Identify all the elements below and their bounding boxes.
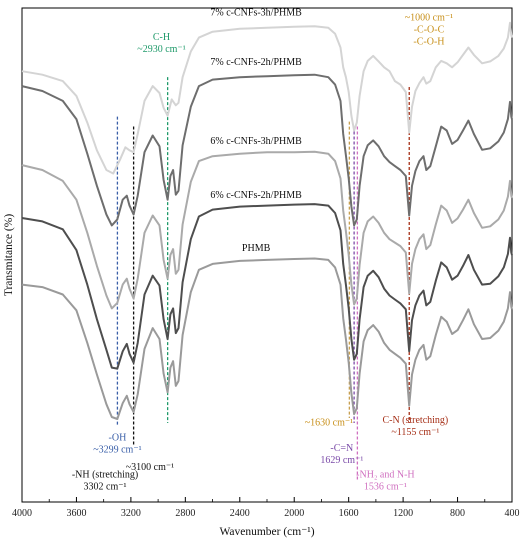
series-label: 7% c-CNFs-2h/PHMB (210, 57, 302, 68)
series-line-1 (21, 21, 513, 175)
annotation: C-N (stretching) ~1155 cm⁻¹ (382, 415, 448, 438)
annotation-line: ~1000 cm⁻¹ (405, 12, 453, 23)
annotation-line: -OH (109, 432, 127, 443)
y-axis-title: Transmitance (%) (3, 214, 15, 296)
series-line-5 (21, 257, 513, 420)
annotation-line: C-N (stretching) (382, 415, 448, 426)
x-tick-label: 2400 (230, 508, 250, 519)
x-tick-label: 3600 (66, 508, 86, 519)
annotation-line: -C=N (330, 443, 353, 454)
annotation-line: 1629 cm⁻¹ (320, 455, 363, 466)
x-axis-title: Wavenumber (cm⁻¹) (219, 526, 314, 538)
annotation-line: ~1630 cm⁻¹ (305, 417, 353, 428)
annotation: C-H ~2930 cm⁻¹ (137, 32, 185, 55)
annotation-line: 3302 cm⁻¹ (84, 481, 127, 492)
annotation: -C=N 1629 cm⁻¹ (320, 443, 363, 466)
series-label: 7% c-CNFs-3h/PHMB (210, 7, 302, 18)
series-line-4 (21, 203, 513, 370)
x-tick-label: 3200 (121, 508, 141, 519)
annotation: -NH (stretching) 3302 cm⁻¹ (72, 469, 138, 492)
series-label: 6% c-CNFs-3h/PHMB (210, 136, 302, 147)
annotation-line: C-H (153, 32, 170, 43)
annotation-line: ~2930 cm⁻¹ (137, 44, 185, 55)
x-axis: 4000 3600 3200 2800 2400 2000 1600 1200 800 400 (12, 497, 520, 519)
annotation-line: -NH (stretching) (72, 469, 138, 480)
x-tick-label: 2800 (175, 508, 195, 519)
annotation: -OH ~3299 cm⁻¹ (93, 432, 141, 455)
x-tick-label: 400 (505, 508, 520, 519)
x-tick-label: 1200 (393, 508, 413, 519)
x-tick-label: 2000 (284, 508, 304, 519)
annotation-line: ~3100 cm⁻¹ (126, 462, 174, 473)
annotation-line: ~1155 cm⁻¹ (391, 427, 439, 438)
series-line-3 (21, 150, 513, 310)
annotations: C-H ~2930 cm⁻¹~1000 cm⁻¹ -C-O-C -C-O-H-OH ~3… (72, 12, 453, 492)
x-tick-label: 800 (450, 508, 465, 519)
annotation: ~3100 cm⁻¹ (126, 462, 174, 473)
annotation-line: -C-O-H (413, 36, 444, 47)
annotation-line: ~3299 cm⁻¹ (93, 444, 141, 455)
series-label: PHMB (242, 243, 271, 254)
x-tick-label: 4000 (12, 508, 32, 519)
series-labels: 7% c-CNFs-3h/PHMB 7% c-CNFs-2h/PHMB 6% c-C… (210, 7, 302, 254)
series-label: 6% c-CNFs-2h/PHMB (210, 190, 302, 201)
annotation: ~1000 cm⁻¹ -C-O-C -C-O-H (405, 12, 453, 47)
series-line-2 (21, 73, 513, 227)
annotation: -NH₂ and N-H 1536 cm⁻¹ (356, 469, 414, 492)
series-lines (21, 21, 513, 420)
annotation-line: 1536 cm⁻¹ (364, 481, 407, 492)
annotation-line: -C-O-C (414, 24, 445, 35)
x-tick-label: 1600 (339, 508, 359, 519)
annotation-line: -NH₂ and N-H (356, 469, 414, 480)
annotation: ~1630 cm⁻¹ (305, 417, 353, 428)
